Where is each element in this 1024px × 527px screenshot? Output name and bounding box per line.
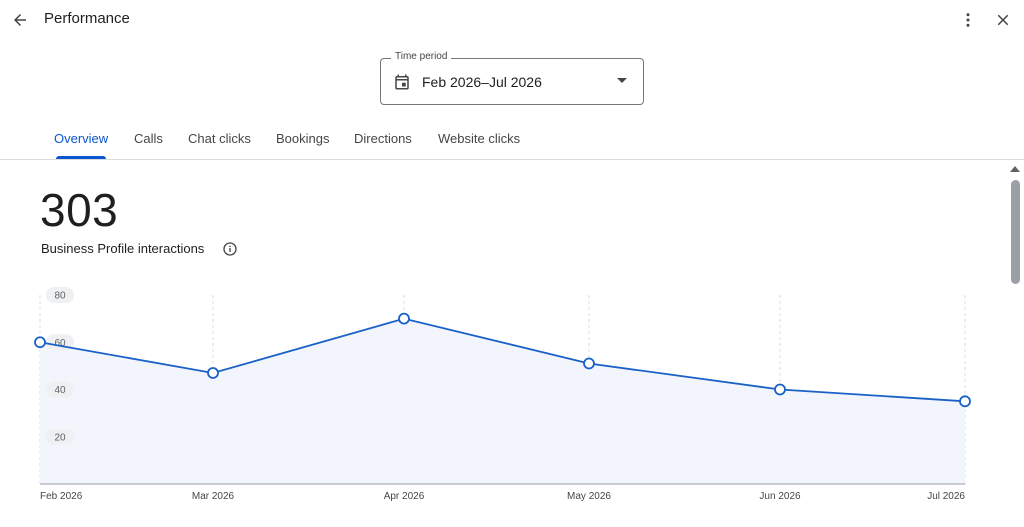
y-tick-bg-80 <box>46 287 74 303</box>
y-tick-bg-20 <box>46 428 74 445</box>
metric-label: Business Profile interactions <box>41 241 205 256</box>
y-tick-label-80: 80 <box>54 291 66 302</box>
tab-bar: Overview Calls Chat clicks Bookings Dire… <box>0 120 1024 160</box>
back-button[interactable] <box>4 4 36 36</box>
x-tick-label-0: Feb 2026 <box>40 491 83 502</box>
tab-overview[interactable]: Overview <box>54 131 109 146</box>
data-point-jun-2026[interactable] <box>774 383 786 396</box>
time-period-select[interactable]: Time period Feb 2026–Jul 2026 <box>380 51 644 105</box>
more-vert-icon <box>966 13 970 27</box>
top-bar: Performance <box>0 0 1024 40</box>
data-point-may-2026[interactable] <box>583 357 595 370</box>
x-tick-label-4: Jun 2026 <box>759 491 801 502</box>
data-point-jul-2026[interactable] <box>959 395 971 408</box>
close-button[interactable] <box>987 4 1019 36</box>
x-tick-label-5: Jul 2026 <box>927 491 965 502</box>
data-point-feb-2026[interactable] <box>34 336 46 349</box>
chart-points <box>34 312 971 408</box>
time-period-label: Time period <box>391 51 452 62</box>
y-tick-label-60: 60 <box>54 338 66 349</box>
data-point-mar-2026[interactable] <box>207 367 219 379</box>
info-icon[interactable] <box>222 241 238 257</box>
scroll-up-arrow-icon[interactable] <box>1010 166 1020 172</box>
arrow-left-icon <box>14 14 26 26</box>
y-tick-label-40: 40 <box>54 385 66 396</box>
x-tick-label-3: May 2026 <box>567 491 611 502</box>
tab-chat-clicks[interactable]: Chat clicks <box>188 131 251 146</box>
chart-series-line <box>39 317 966 403</box>
scrollbar-thumb[interactable] <box>1011 180 1020 284</box>
time-period-value: Feb 2026–Jul 2026 <box>422 74 542 90</box>
x-tick-label-1: Mar 2026 <box>192 491 235 502</box>
tab-website-clicks[interactable]: Website clicks <box>438 131 521 146</box>
y-tick-label-20: 20 <box>54 432 66 443</box>
tab-bookings[interactable]: Bookings <box>276 131 330 146</box>
tab-calls[interactable]: Calls <box>134 131 163 146</box>
y-tick-bg-40 <box>46 381 74 398</box>
active-tab-indicator <box>56 156 106 159</box>
x-tick-label-2: Apr 2026 <box>384 491 425 502</box>
calendar-icon <box>395 74 409 90</box>
page-title: Performance <box>44 10 130 27</box>
close-icon <box>997 14 1009 26</box>
tab-directions[interactable]: Directions <box>354 131 412 146</box>
chart-area-fill <box>40 318 965 484</box>
x-axis-labels: Feb 2026 Mar 2026 Apr 2026 May 2026 Jun 2026… <box>40 491 965 502</box>
interactions-chart: 20 40 60 80 Feb 2026 Mar 2026 Apr 2026 May 202… <box>34 287 971 502</box>
dropdown-caret-icon <box>617 78 627 83</box>
more-options-button[interactable] <box>952 4 984 36</box>
total-interactions-value: 303 <box>40 184 119 236</box>
data-point-apr-2026[interactable] <box>398 312 410 325</box>
y-axis-ticks: 20 40 60 80 <box>46 287 74 445</box>
